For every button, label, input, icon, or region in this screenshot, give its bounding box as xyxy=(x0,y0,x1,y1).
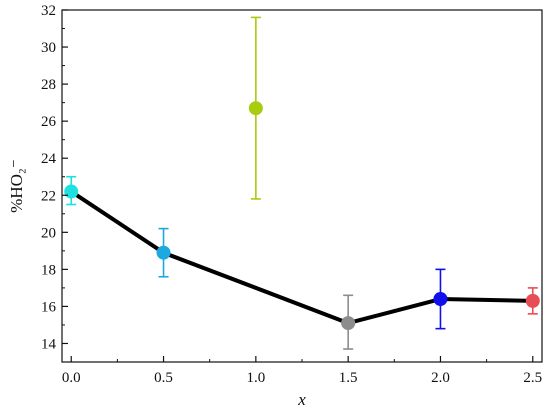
y-axis: 14 16 18 20 22 24 26 28 30 32 xyxy=(41,3,68,363)
x-tick-label: 0.5 xyxy=(154,370,173,386)
data-point xyxy=(248,101,263,116)
y-tick-label: 32 xyxy=(41,3,56,19)
y-tick-label: 20 xyxy=(41,225,56,241)
x-tick-label: 1.5 xyxy=(339,370,358,386)
series-line xyxy=(69,189,535,326)
x-axis: 0.0 0.5 1.0 1.5 2.0 2.5 xyxy=(62,356,542,386)
data-point xyxy=(64,184,79,199)
y-tick-label: 26 xyxy=(41,114,57,130)
x-tick-label: 2.0 xyxy=(431,370,450,386)
y-axis-title: %HO₂⁻ xyxy=(7,159,26,213)
x-tick-label: 0.0 xyxy=(62,370,81,386)
data-point xyxy=(156,245,171,260)
x-tick-label: 1.0 xyxy=(246,370,265,386)
y-tick-label: 28 xyxy=(41,77,56,93)
y-tick-label: 30 xyxy=(41,40,56,56)
plot-area xyxy=(64,16,540,350)
y-tick-label: 24 xyxy=(41,151,57,167)
data-point xyxy=(341,316,356,331)
plot-frame xyxy=(61,9,543,363)
y-tick-label: 22 xyxy=(41,188,56,204)
y-tick-label: 14 xyxy=(41,336,57,352)
x-tick-label: 2.5 xyxy=(523,370,542,386)
data-point xyxy=(433,292,448,307)
y-tick-label: 16 xyxy=(41,299,57,315)
data-point xyxy=(525,293,540,308)
x-axis-title: x xyxy=(297,390,306,409)
y-tick-label: 18 xyxy=(41,262,56,278)
